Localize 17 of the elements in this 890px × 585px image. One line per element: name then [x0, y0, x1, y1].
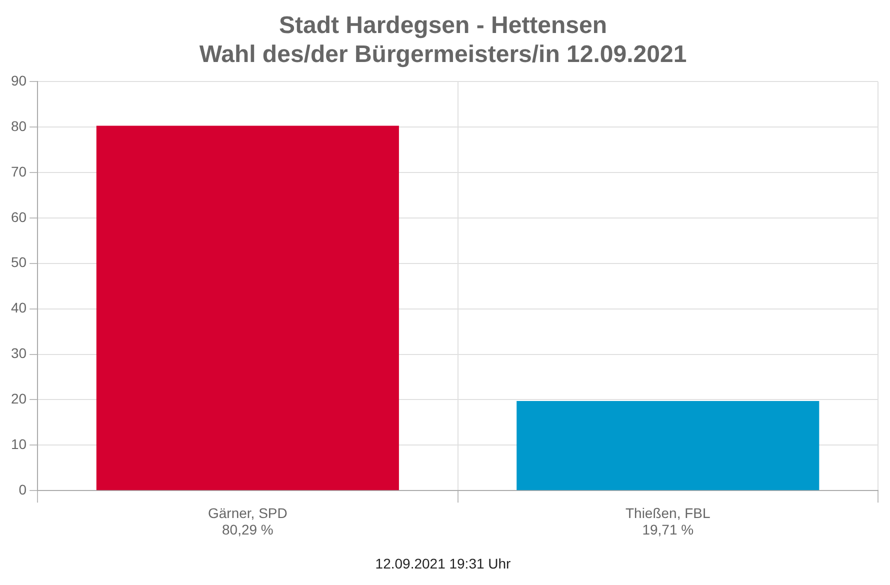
text: Wahl des/der Bürgermeisters/in 12.09.2021 [199, 40, 687, 68]
text: 12.09.2021 19:31 Uhr [375, 555, 512, 572]
y-tick-label: 20 [10, 390, 27, 407]
x-tick-label: Thießen, FBL [625, 504, 711, 521]
data-label: 80,29 % [222, 522, 274, 538]
y-tick-label: 30 [10, 345, 27, 362]
y-tick-label: 70 [10, 163, 27, 180]
text: Stadt Hardegsen - Hettensen [278, 12, 608, 40]
y-tick-label: 80 [10, 118, 27, 134]
x-tick-label: Gärner, SPD [208, 504, 288, 521]
y-tick-label: 40 [10, 300, 27, 316]
data-label: 19,71 % [642, 522, 694, 538]
y-tick-label: 60 [10, 208, 27, 225]
y-tick-label: 0 [18, 481, 27, 498]
y-tick-label: 10 [10, 436, 27, 452]
y-tick-label: 90 [10, 72, 27, 88]
y-tick-label: 50 [10, 254, 27, 270]
